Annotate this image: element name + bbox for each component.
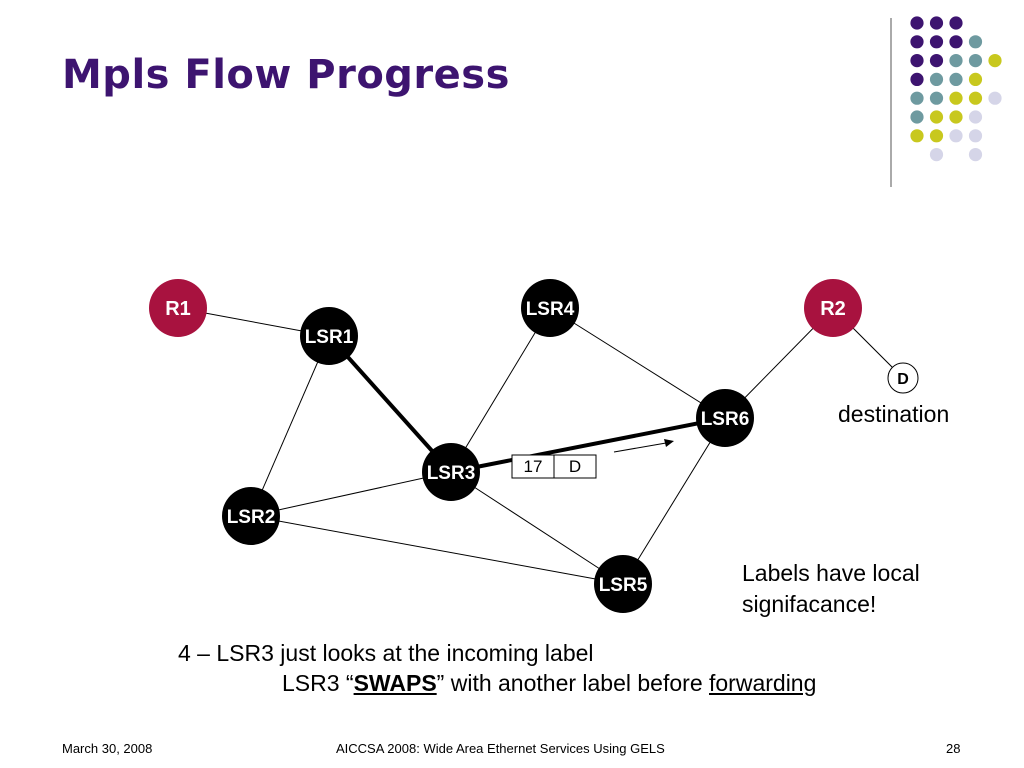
decorative-dot bbox=[949, 16, 963, 30]
direction-arrow-line bbox=[613, 442, 667, 453]
footer-conference: AICCSA 2008: Wide Area Ethernet Services… bbox=[336, 741, 665, 756]
decorative-dot bbox=[910, 129, 924, 143]
node-label-lsr6: LSR6 bbox=[701, 409, 750, 430]
packet-label-box: 17 D bbox=[511, 454, 597, 479]
decorative-dot bbox=[968, 110, 983, 124]
link-lsr2-lsr5 bbox=[250, 515, 624, 585]
decorative-dot bbox=[968, 91, 983, 105]
node-circle-r1 bbox=[149, 279, 207, 337]
node-label-lsr1: LSR1 bbox=[305, 327, 354, 348]
step-description: 4 – LSR3 just looks at the incoming labe… bbox=[178, 640, 594, 666]
node-label-d: D bbox=[897, 371, 909, 388]
node-label-lsr3: LSR3 bbox=[427, 463, 476, 484]
decorative-dot bbox=[929, 91, 944, 105]
node-circle-r2 bbox=[804, 279, 862, 337]
decorative-dot bbox=[929, 148, 944, 162]
decorative-dot bbox=[929, 16, 944, 30]
node-circle-lsr5 bbox=[594, 555, 652, 613]
node-lsr3: LSR3 bbox=[422, 443, 480, 501]
decorative-dot-grid bbox=[890, 16, 1002, 187]
packet-payload-value: D bbox=[569, 457, 581, 476]
decorative-dot bbox=[949, 91, 963, 105]
decorative-dot bbox=[929, 54, 944, 68]
node-r1: R1 bbox=[149, 279, 207, 337]
decorative-dot bbox=[949, 35, 963, 49]
packet-label-value: 17 bbox=[524, 457, 543, 476]
forwarding-emphasis: forwarding bbox=[709, 670, 817, 696]
node-circle-lsr4 bbox=[521, 279, 579, 337]
decorative-dot bbox=[910, 35, 924, 49]
decorative-dot bbox=[949, 129, 963, 143]
decorative-dot bbox=[929, 110, 944, 124]
decorative-dot bbox=[968, 54, 983, 68]
node-circle-d bbox=[887, 362, 919, 394]
decorative-dot bbox=[949, 110, 963, 124]
packet-payload-cell bbox=[553, 454, 597, 479]
node-label-lsr4: LSR4 bbox=[526, 299, 575, 320]
decorative-dot bbox=[968, 72, 983, 86]
decorative-dot bbox=[949, 54, 963, 68]
footer-date: March 30, 2008 bbox=[62, 741, 153, 756]
decorative-dot bbox=[910, 16, 924, 30]
node-lsr2: LSR2 bbox=[222, 487, 280, 545]
link-lsr4-lsr6 bbox=[549, 307, 726, 419]
decorative-dot bbox=[910, 91, 924, 105]
link-lsr1-lsr2 bbox=[250, 335, 330, 517]
node-circle-lsr6 bbox=[696, 389, 754, 447]
decorative-dot bbox=[949, 72, 963, 86]
node-label-r2: R2 bbox=[820, 298, 846, 320]
node-circle-lsr1 bbox=[300, 307, 358, 365]
direction-arrow bbox=[613, 439, 674, 453]
decorative-dot bbox=[988, 54, 1002, 68]
link-lsr3-lsr6 bbox=[450, 416, 726, 474]
node-label-r1: R1 bbox=[165, 298, 191, 320]
footer-page-number: 28 bbox=[946, 741, 961, 756]
node-label-lsr5: LSR5 bbox=[599, 575, 648, 596]
note-line-1: Labels have local bbox=[742, 560, 920, 586]
node-lsr1: LSR1 bbox=[300, 307, 358, 365]
decorative-dot bbox=[929, 129, 944, 143]
link-lsr3-lsr5 bbox=[450, 471, 624, 585]
decorative-dot bbox=[968, 148, 983, 162]
swaps-emphasis: SWAPS bbox=[353, 670, 437, 696]
decorative-dot bbox=[968, 35, 983, 49]
decorative-dot bbox=[929, 72, 944, 86]
decorative-dot bbox=[910, 110, 924, 124]
link-lsr3-lsr4 bbox=[450, 307, 551, 473]
destination-caption: destination bbox=[838, 401, 950, 427]
node-circle-lsr2 bbox=[222, 487, 280, 545]
step-text-a: LSR3 “ bbox=[282, 670, 354, 696]
node-r2: R2 bbox=[804, 279, 862, 337]
direction-arrow-head bbox=[664, 439, 674, 447]
node-lsr5: LSR5 bbox=[594, 555, 652, 613]
step-description-line-2: LSR3 “SWAPS” with another label before f… bbox=[282, 670, 816, 697]
node-label-lsr2: LSR2 bbox=[227, 507, 276, 528]
note-line-2: signifacance! bbox=[742, 591, 877, 617]
decorative-dot bbox=[910, 72, 924, 86]
decorative-dot bbox=[929, 35, 944, 49]
step-text-c: ” with another label before bbox=[436, 670, 709, 696]
link-lsr6-lsr5 bbox=[622, 417, 726, 585]
decorative-dot bbox=[968, 129, 983, 143]
node-lsr4: LSR4 bbox=[521, 279, 579, 337]
link-lsr1-lsr3 bbox=[327, 334, 453, 474]
node-d: D bbox=[887, 362, 919, 394]
node-circle-lsr3 bbox=[422, 443, 480, 501]
node-lsr6: LSR6 bbox=[696, 389, 754, 447]
decorative-dot bbox=[988, 91, 1002, 105]
link-lsr3-lsr2 bbox=[250, 471, 452, 517]
slide-title: Mpls Flow Progress bbox=[62, 52, 510, 98]
decorative-dot bbox=[910, 54, 924, 68]
